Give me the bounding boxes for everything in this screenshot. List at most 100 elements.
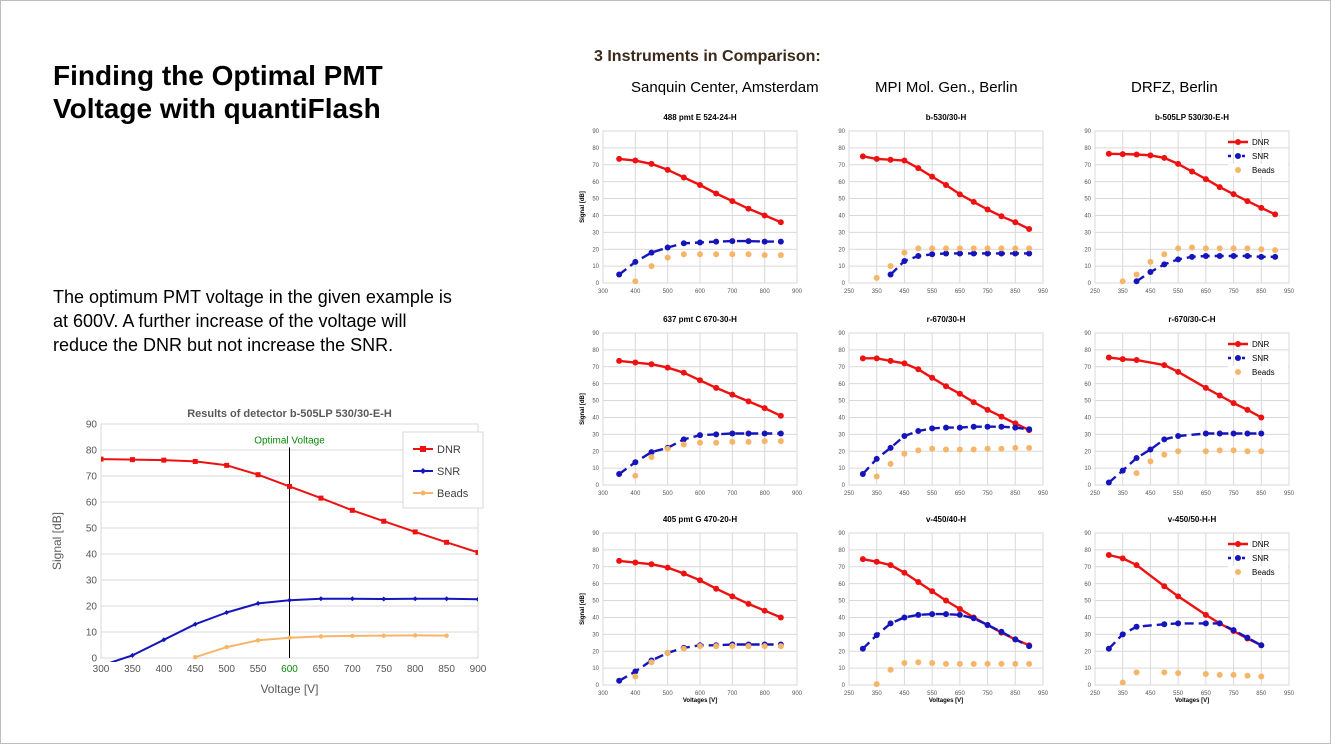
x-tick-label: 450 — [899, 491, 910, 497]
x-tick-label: 250 — [1090, 691, 1101, 697]
point-dnr — [859, 355, 866, 362]
point-beads — [1244, 672, 1251, 679]
point-dnr — [444, 539, 450, 545]
y-tick-label: 80 — [838, 348, 845, 354]
point-dnr — [697, 577, 703, 584]
point-dnr — [161, 457, 167, 463]
point-dnr — [970, 399, 977, 406]
legend-label-dnr: DNR — [1252, 340, 1270, 349]
x-tick-label: 450 — [1145, 289, 1156, 295]
point-snr — [1202, 620, 1209, 627]
point-beads — [412, 633, 418, 638]
point-snr — [192, 621, 198, 627]
legend-marker-beads — [1235, 167, 1241, 173]
y-tick-label: 40 — [86, 550, 98, 561]
point-dnr — [616, 557, 623, 564]
y-tick-label: 30 — [1084, 632, 1091, 638]
x-tick-label: 500 — [663, 691, 674, 697]
point-snr — [887, 271, 894, 278]
point-dnr — [745, 600, 752, 607]
point-snr — [1147, 446, 1154, 453]
x-tick-label: 600 — [695, 691, 706, 697]
point-beads — [664, 445, 671, 452]
point-snr — [632, 459, 639, 466]
point-dnr — [680, 570, 687, 577]
y-tick-label: 60 — [838, 582, 845, 588]
point-snr — [1175, 433, 1182, 440]
series-line-snr — [1108, 432, 1262, 484]
point-beads — [680, 441, 687, 448]
point-snr — [381, 596, 387, 602]
x-tick-label: 900 — [792, 289, 803, 295]
point-beads — [1119, 278, 1126, 285]
y-tick-label: 50 — [838, 197, 845, 203]
point-snr — [901, 433, 908, 440]
point-snr — [287, 597, 292, 603]
y-tick-label: 90 — [592, 331, 599, 337]
point-beads — [901, 660, 908, 667]
point-snr — [1161, 436, 1168, 443]
point-beads — [1258, 673, 1265, 680]
legend-label-beads: Beads — [437, 488, 469, 500]
y-tick-label: 60 — [838, 180, 845, 186]
point-beads — [956, 245, 963, 252]
point-beads — [1175, 670, 1182, 677]
point-snr — [998, 250, 1005, 257]
point-dnr — [777, 412, 784, 419]
y-tick-label: 10 — [592, 466, 599, 472]
x-tick-label: 650 — [1201, 289, 1212, 295]
point-dnr — [943, 383, 949, 390]
y-axis-label: Signal [dB] — [580, 191, 586, 223]
x-tick-label: 600 — [695, 289, 706, 295]
point-beads — [664, 649, 671, 656]
y-tick-label: 60 — [592, 582, 599, 588]
point-snr — [777, 430, 784, 437]
point-snr — [713, 238, 720, 245]
point-beads — [1133, 271, 1140, 278]
series-line-beads — [194, 634, 447, 659]
y-tick-label: 0 — [842, 281, 846, 287]
y-tick-label: 20 — [838, 449, 845, 455]
point-dnr — [632, 157, 639, 164]
point-beads — [1175, 448, 1182, 455]
series-line-beads — [876, 662, 1030, 685]
y-tick-label: 80 — [86, 446, 98, 457]
x-tick-label: 750 — [1229, 691, 1240, 697]
series-line-beads — [1136, 450, 1262, 474]
point-snr — [224, 610, 230, 615]
chart-title: 637 pmt C 670-30-H — [663, 315, 737, 324]
point-beads — [713, 439, 720, 446]
x-tick-label: 800 — [760, 691, 771, 697]
point-snr — [632, 258, 639, 265]
point-beads — [956, 446, 963, 453]
y-tick-label: 80 — [1084, 548, 1091, 554]
legend-bg — [1228, 366, 1288, 378]
x-tick-label: 350 — [1118, 289, 1129, 295]
point-dnr — [943, 182, 949, 189]
point-snr — [729, 238, 736, 245]
x-tick-label: 650 — [1201, 491, 1212, 497]
x-tick-label: 450 — [1145, 491, 1156, 497]
point-dnr — [632, 559, 639, 566]
point-beads — [729, 643, 736, 650]
point-beads — [1026, 660, 1033, 667]
point-beads — [1244, 245, 1251, 252]
legend: DNR SNR Beads — [1228, 340, 1288, 378]
point-snr — [984, 622, 991, 629]
point-dnr — [713, 190, 720, 197]
chart-r-670-30-c: 0 10 20 30 40 50 60 70 80 90 250 350 450 550 650 750 850… — [1084, 315, 1294, 497]
series-line-snr — [1108, 622, 1262, 650]
chart-r-670-30: 0 10 20 30 40 50 60 70 80 90 250 350 450 550 650 750 850… — [838, 315, 1048, 497]
legend-label-beads: Beads — [1252, 166, 1275, 175]
point-dnr — [1012, 219, 1019, 226]
x-tick-label: 300 — [93, 664, 110, 675]
chart-title: 405 pmt G 470-20-H — [663, 515, 737, 524]
chart-title: r-670/30-H — [927, 315, 966, 324]
comparison-heading: 3 Instruments in Comparison: — [594, 48, 821, 65]
x-tick-label: 650 — [955, 491, 966, 497]
x-tick-label: 750 — [983, 289, 994, 295]
plot-frame — [848, 130, 1044, 284]
optimal-voltage-label: Optimal Voltage — [254, 436, 325, 447]
point-snr — [745, 238, 752, 245]
point-snr — [444, 596, 450, 602]
